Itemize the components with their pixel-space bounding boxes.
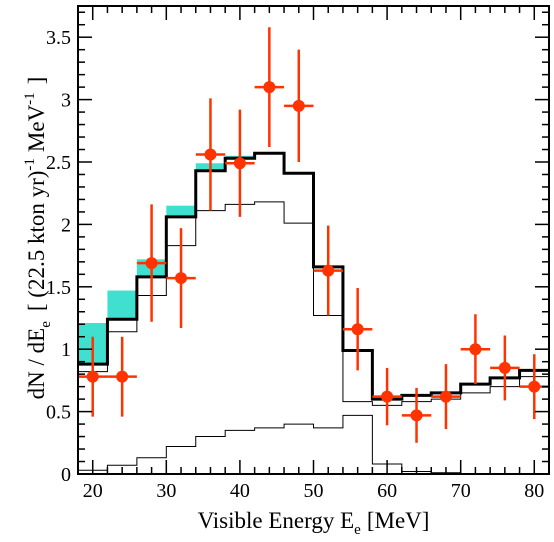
y-tick-label: 1.5	[46, 277, 71, 299]
y-axis-title-sub: e	[38, 321, 54, 328]
y-axis-title-bracket-close: ]	[24, 77, 49, 85]
band-bin-1	[107, 290, 137, 320]
y-axis-title-sup: -1	[22, 158, 38, 171]
data-point-10	[372, 367, 402, 426]
data-point-7	[284, 49, 314, 162]
y-tick-label: 0	[61, 464, 71, 486]
data-marker	[233, 157, 246, 170]
data-point-0	[78, 336, 108, 417]
y-axis-title-unit: MeV	[24, 104, 49, 152]
data-point-4	[195, 98, 226, 211]
data-marker	[322, 264, 335, 277]
histogram-layer	[78, 151, 549, 475]
y-tick-label: 2	[61, 214, 71, 236]
x-axis-title-sub: e	[354, 522, 361, 538]
data-marker	[469, 343, 482, 356]
y-axis-title-bracket-open: [ (22.5 kton yr)	[24, 171, 49, 312]
x-tick-label: 20	[83, 480, 103, 502]
data-point-6	[254, 27, 285, 148]
data-point-2	[136, 204, 167, 322]
data-marker	[145, 257, 158, 270]
data-marker	[263, 81, 276, 94]
x-axis-title-main: Visible Energy E	[198, 508, 355, 533]
tick-labels-layer: 20 30 40 50 60 70 80 0 0.5 1 1.5 2 2.5 3 3.5	[46, 27, 544, 502]
data-points-layer	[78, 27, 549, 443]
data-marker	[175, 272, 188, 285]
data-marker	[528, 380, 541, 393]
data-marker	[410, 409, 423, 422]
ticks-layer	[78, 6, 549, 475]
data-point-5	[225, 109, 255, 217]
histogram-component-2	[78, 414, 549, 475]
data-marker	[204, 148, 217, 161]
x-axis-title-unit: [MeV]	[367, 508, 430, 533]
y-tick-label: 3	[61, 90, 71, 112]
data-point-8	[313, 225, 343, 316]
y-tick-label: 3.5	[46, 27, 71, 49]
data-marker	[498, 361, 511, 374]
data-marker	[351, 323, 364, 336]
x-tick-label: 50	[304, 480, 324, 502]
data-marker	[381, 390, 394, 403]
x-tick-label: 80	[524, 480, 544, 502]
histogram-total-fit	[78, 151, 549, 401]
y-tick-label: 0.5	[46, 402, 71, 424]
y-tick-label: 2.5	[46, 152, 71, 174]
data-marker	[116, 370, 129, 383]
data-point-12	[431, 364, 461, 430]
data-point-14	[490, 335, 520, 401]
data-marker	[86, 370, 99, 383]
x-tick-label: 40	[230, 480, 250, 502]
y-axis-title: dN / dEe[ (22.5 kton yr)-1MeV-1]	[22, 77, 54, 400]
band-bin-3	[166, 205, 196, 217]
data-point-1	[107, 336, 137, 417]
y-axis-title-main: dN / dE	[24, 328, 49, 400]
y-tick-label: 1	[61, 339, 71, 361]
data-marker	[292, 99, 305, 112]
data-point-11	[401, 387, 432, 443]
data-point-3	[166, 228, 196, 328]
x-axis-title: Visible Energy Ee [MeV]	[198, 508, 430, 538]
x-tick-label: 70	[451, 480, 471, 502]
data-point-13	[460, 314, 491, 385]
data-marker	[439, 390, 452, 403]
data-point-9	[342, 288, 373, 371]
y-axis-title-sup2: -1	[22, 92, 38, 105]
x-tick-label: 30	[156, 480, 176, 502]
x-tick-label: 60	[377, 480, 397, 502]
